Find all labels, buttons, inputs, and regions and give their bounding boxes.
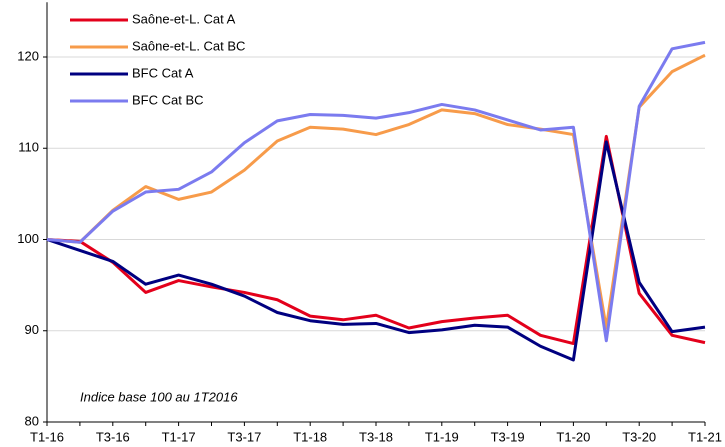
x-tick-label: T1-16: [30, 429, 64, 444]
y-tick-label: 90: [25, 322, 39, 337]
y-tick-label: 80: [25, 413, 39, 428]
legend-label: BFC Cat A: [132, 65, 194, 80]
annotation: Indice base 100 au 1T2016: [80, 389, 238, 404]
y-tick-label: 100: [17, 231, 39, 246]
x-tick-label: T1-17: [162, 429, 196, 444]
x-tick-label: T3-16: [96, 429, 130, 444]
x-tick-label: T1-19: [425, 429, 459, 444]
y-tick-label: 120: [17, 48, 39, 63]
x-tick-label: T1-18: [293, 429, 327, 444]
series-line: [46, 40, 706, 343]
x-tick-label: T1-21: [688, 429, 722, 444]
x-tick-label: T3-20: [622, 429, 656, 444]
x-tick-label: T3-18: [359, 429, 393, 444]
x-tick-label: T1-20: [556, 429, 590, 444]
legend-label: Saône-et-L. Cat BC: [132, 38, 245, 53]
legend-label: Saône-et-L. Cat A: [132, 11, 236, 26]
legend-label: BFC Cat BC: [132, 92, 204, 107]
series-line: [46, 140, 706, 362]
y-tick-label: 110: [18, 140, 39, 155]
x-tick-label: T3-19: [491, 429, 525, 444]
x-tick-label: T3-17: [227, 429, 261, 444]
